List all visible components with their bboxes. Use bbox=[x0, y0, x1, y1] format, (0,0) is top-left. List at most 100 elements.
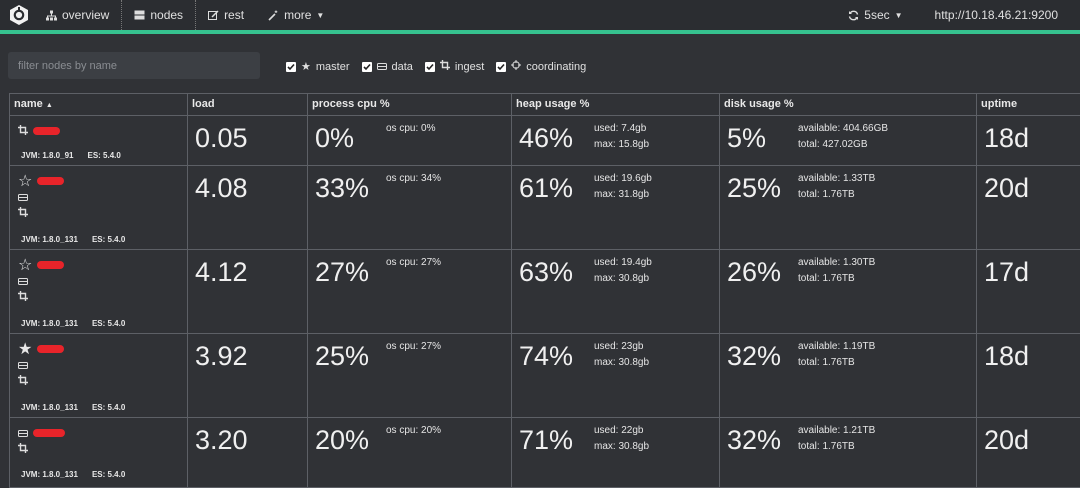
disk-value: 25% bbox=[727, 173, 782, 203]
filter-nodes-input[interactable] bbox=[8, 52, 260, 79]
disk-total: total: 1.76TB bbox=[798, 441, 855, 452]
nav-rest[interactable]: rest bbox=[196, 0, 256, 30]
heap-value: 74% bbox=[519, 341, 574, 371]
disk-available: available: 1.30TB bbox=[798, 257, 876, 268]
header-uptime[interactable]: uptime bbox=[976, 94, 1080, 115]
header-name[interactable]: name ▲ bbox=[9, 94, 187, 115]
checkbox-checked-icon[interactable] bbox=[424, 61, 435, 72]
disk-available: available: 1.33TB bbox=[798, 173, 876, 184]
checkbox-checked-icon[interactable] bbox=[361, 61, 372, 72]
table-row: ☆ JVM: 1.8.0_131 ES: 5.4.0 4.08 33% os cpu… bbox=[9, 166, 1080, 250]
load-value: 3.20 bbox=[195, 425, 248, 455]
node-name-redacted[interactable] bbox=[37, 260, 65, 269]
disk-total: total: 1.76TB bbox=[798, 357, 855, 368]
disk-value: 5% bbox=[727, 123, 767, 153]
node-name-redacted[interactable] bbox=[33, 428, 65, 437]
table-header: name ▲ load process cpu % heap usage % d… bbox=[9, 93, 1080, 116]
disk-available: available: 1.21TB bbox=[798, 425, 876, 436]
nav-overview[interactable]: overview bbox=[34, 0, 121, 30]
es-version: ES: 5.4.0 bbox=[91, 403, 126, 412]
cpu-value: 20% bbox=[315, 425, 370, 455]
jvm-version: JVM: 1.8.0_91 bbox=[21, 151, 74, 160]
uptime-value: 20d bbox=[984, 425, 1030, 455]
header-disk[interactable]: disk usage % bbox=[719, 94, 976, 115]
node-name-redacted[interactable] bbox=[33, 126, 60, 135]
star-outline-icon: ☆ bbox=[18, 256, 33, 274]
data-filter[interactable]: data bbox=[361, 60, 413, 73]
disk-value: 32% bbox=[727, 341, 782, 371]
uptime-value: 20d bbox=[984, 173, 1030, 203]
heap-used: used: 22gb bbox=[594, 425, 644, 436]
node-name-redacted[interactable] bbox=[37, 344, 65, 353]
crop-icon bbox=[18, 440, 28, 458]
caret-down-icon: ▼ bbox=[316, 10, 325, 20]
coordinating-filter-label: coordinating bbox=[526, 60, 587, 73]
heap-max: max: 30.8gb bbox=[594, 441, 650, 452]
hdd-icon bbox=[18, 424, 28, 442]
table-row: JVM: 1.8.0_91 ES: 5.4.0 0.05 0% os cpu: 0%… bbox=[9, 116, 1080, 166]
disk-available: available: 1.19TB bbox=[798, 341, 876, 352]
crop-icon bbox=[18, 204, 28, 222]
master-filter[interactable]: ★ master bbox=[286, 60, 350, 73]
cpu-value: 25% bbox=[315, 341, 370, 371]
coordinating-filter[interactable]: coordinating bbox=[496, 60, 586, 73]
hdd-icon bbox=[376, 61, 387, 73]
heap-value: 71% bbox=[519, 425, 574, 455]
cpu-value: 0% bbox=[315, 123, 355, 153]
refresh-interval-label: 5sec bbox=[864, 8, 890, 22]
heap-value: 61% bbox=[519, 173, 574, 203]
jvm-version: JVM: 1.8.0_131 bbox=[21, 319, 78, 328]
ingest-filter-label: ingest bbox=[454, 60, 485, 73]
checkbox-checked-icon[interactable] bbox=[286, 61, 296, 72]
os-cpu: os cpu: 34% bbox=[386, 173, 442, 184]
heap-used: used: 19.6gb bbox=[594, 173, 652, 184]
cluster-host[interactable]: http://10.18.46.21:9200 bbox=[934, 8, 1058, 22]
cerebro-logo-icon[interactable] bbox=[4, 0, 34, 30]
header-cpu[interactable]: process cpu % bbox=[307, 94, 511, 115]
checkbox-checked-icon[interactable] bbox=[496, 61, 507, 72]
hdd-icon bbox=[18, 272, 28, 290]
hdd-icon bbox=[18, 356, 28, 374]
refresh-interval-dropdown[interactable]: 5sec ▼ bbox=[836, 0, 914, 30]
uptime-value: 18d bbox=[984, 123, 1030, 153]
crop-icon bbox=[18, 372, 28, 390]
nav-overview-label: overview bbox=[62, 8, 110, 22]
star-icon: ★ bbox=[301, 61, 311, 73]
nav-more[interactable]: more ▼ bbox=[256, 0, 336, 30]
role-filters: ★ master data ingest coordinating bbox=[286, 60, 586, 73]
magic-wand-icon bbox=[268, 10, 279, 21]
top-navbar: overview nodes rest more ▼ 5sec ▼ http:/… bbox=[0, 0, 1080, 34]
ingest-filter[interactable]: ingest bbox=[424, 60, 485, 73]
nav-more-label: more bbox=[284, 8, 312, 22]
heap-max: max: 15.8gb bbox=[594, 139, 650, 150]
node-name-redacted[interactable] bbox=[37, 176, 65, 185]
table-row: ★ JVM: 1.8.0_131 ES: 5.4.0 3.92 25% os cpu… bbox=[9, 334, 1080, 418]
node-name-cell: ☆ JVM: 1.8.0_131 ES: 5.4.0 bbox=[9, 250, 187, 333]
star-icon: ★ bbox=[18, 340, 33, 358]
es-version: ES: 5.4.0 bbox=[91, 319, 126, 328]
caret-down-icon: ▼ bbox=[894, 10, 903, 20]
table-row: JVM: 1.8.0_131 ES: 5.4.0 3.20 20% os cpu: … bbox=[9, 418, 1080, 488]
sitemap-icon bbox=[46, 10, 57, 21]
nodes-table: name ▲ load process cpu % heap usage % d… bbox=[9, 93, 1080, 488]
node-name-cell: ☆ JVM: 1.8.0_131 ES: 5.4.0 bbox=[9, 166, 187, 249]
nav-nodes-label: nodes bbox=[150, 8, 184, 22]
crop-icon bbox=[18, 122, 28, 140]
jvm-version: JVM: 1.8.0_131 bbox=[21, 470, 78, 479]
table-row: ☆ JVM: 1.8.0_131 ES: 5.4.0 4.12 27% os cpu… bbox=[9, 250, 1080, 334]
header-load[interactable]: load bbox=[187, 94, 307, 115]
disk-total: total: 1.76TB bbox=[798, 189, 855, 200]
node-name-cell: JVM: 1.8.0_131 ES: 5.4.0 bbox=[9, 418, 187, 487]
refresh-icon bbox=[848, 10, 859, 21]
cpu-value: 33% bbox=[315, 173, 370, 203]
load-value: 4.12 bbox=[195, 257, 248, 287]
hdd-icon bbox=[18, 188, 28, 206]
data-filter-label: data bbox=[391, 60, 413, 73]
heap-value: 46% bbox=[519, 123, 574, 153]
crosshairs-icon bbox=[511, 60, 522, 73]
header-heap[interactable]: heap usage % bbox=[511, 94, 719, 115]
disk-total: total: 1.76TB bbox=[798, 273, 855, 284]
os-cpu: os cpu: 27% bbox=[386, 257, 442, 268]
nav-nodes[interactable]: nodes bbox=[121, 0, 197, 30]
heap-used: used: 7.4gb bbox=[594, 123, 647, 134]
